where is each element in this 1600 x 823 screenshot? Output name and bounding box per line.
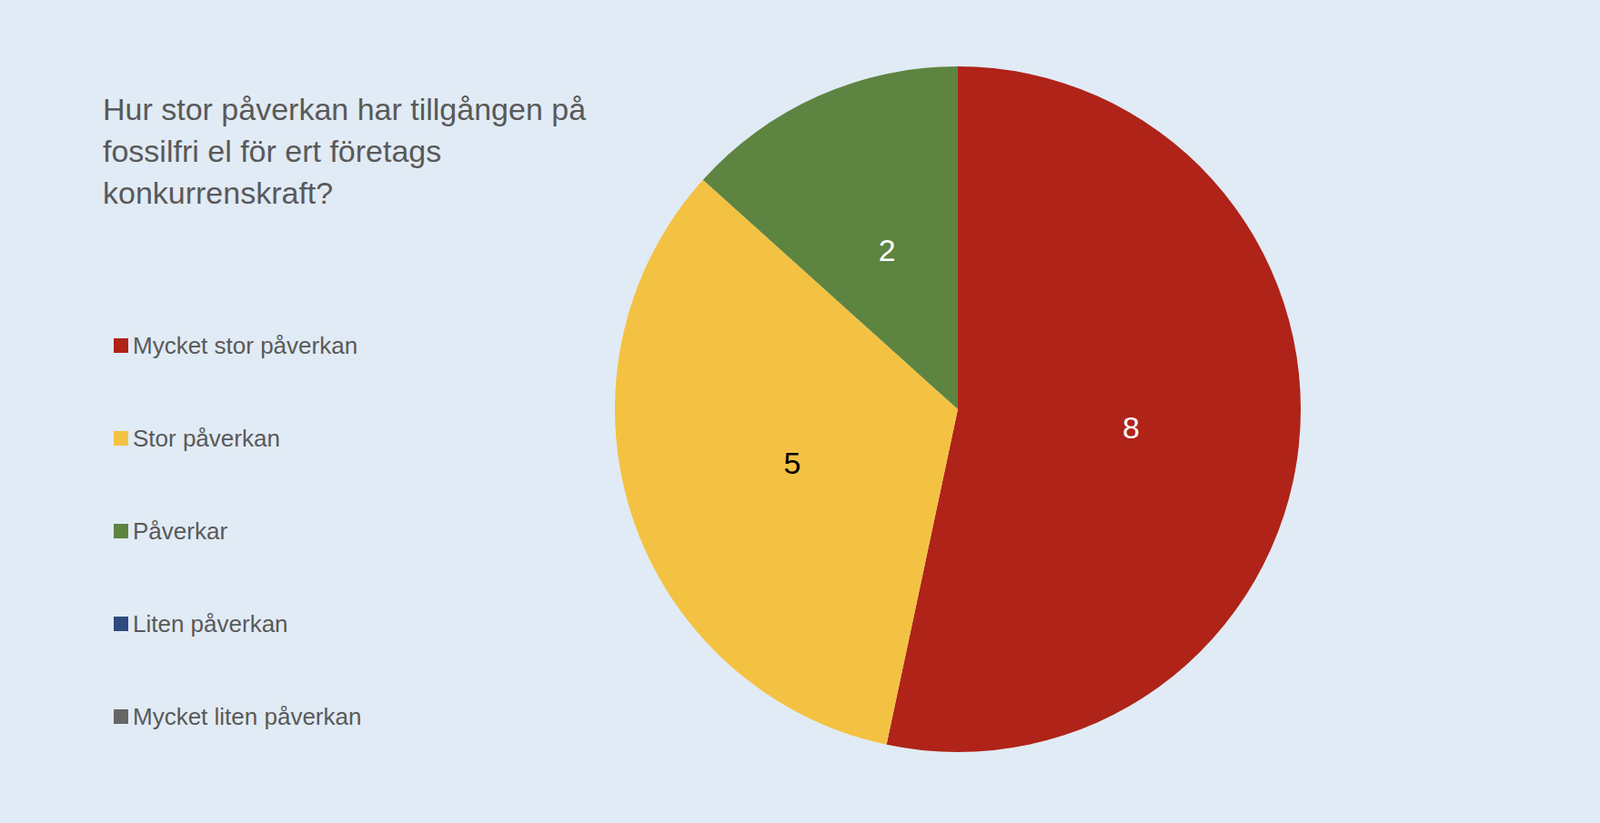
- svg-text:Stor påverkan: Stor påverkan: [132, 424, 281, 453]
- svg-text:8: 8: [1122, 410, 1140, 445]
- svg-text:5: 5: [783, 445, 801, 481]
- svg-text:Liten påverkan: Liten påverkan: [132, 610, 289, 638]
- svg-text:2: 2: [878, 232, 896, 268]
- svg-text:Påverkar: Påverkar: [132, 517, 228, 545]
- svg-text:fossilfri el för ert företags: fossilfri el för ert företags: [102, 133, 451, 169]
- svg-text:Mycket stor påverkan: Mycket stor påverkan: [132, 332, 358, 360]
- svg-text:Mycket liten påverkan: Mycket liten påverkan: [132, 703, 362, 731]
- svg-text:Hur stor påverkan har tillgång: Hur stor påverkan har tillgången på: [102, 91, 595, 127]
- svg-text:konkurrenskraft?: konkurrenskraft?: [102, 175, 333, 211]
